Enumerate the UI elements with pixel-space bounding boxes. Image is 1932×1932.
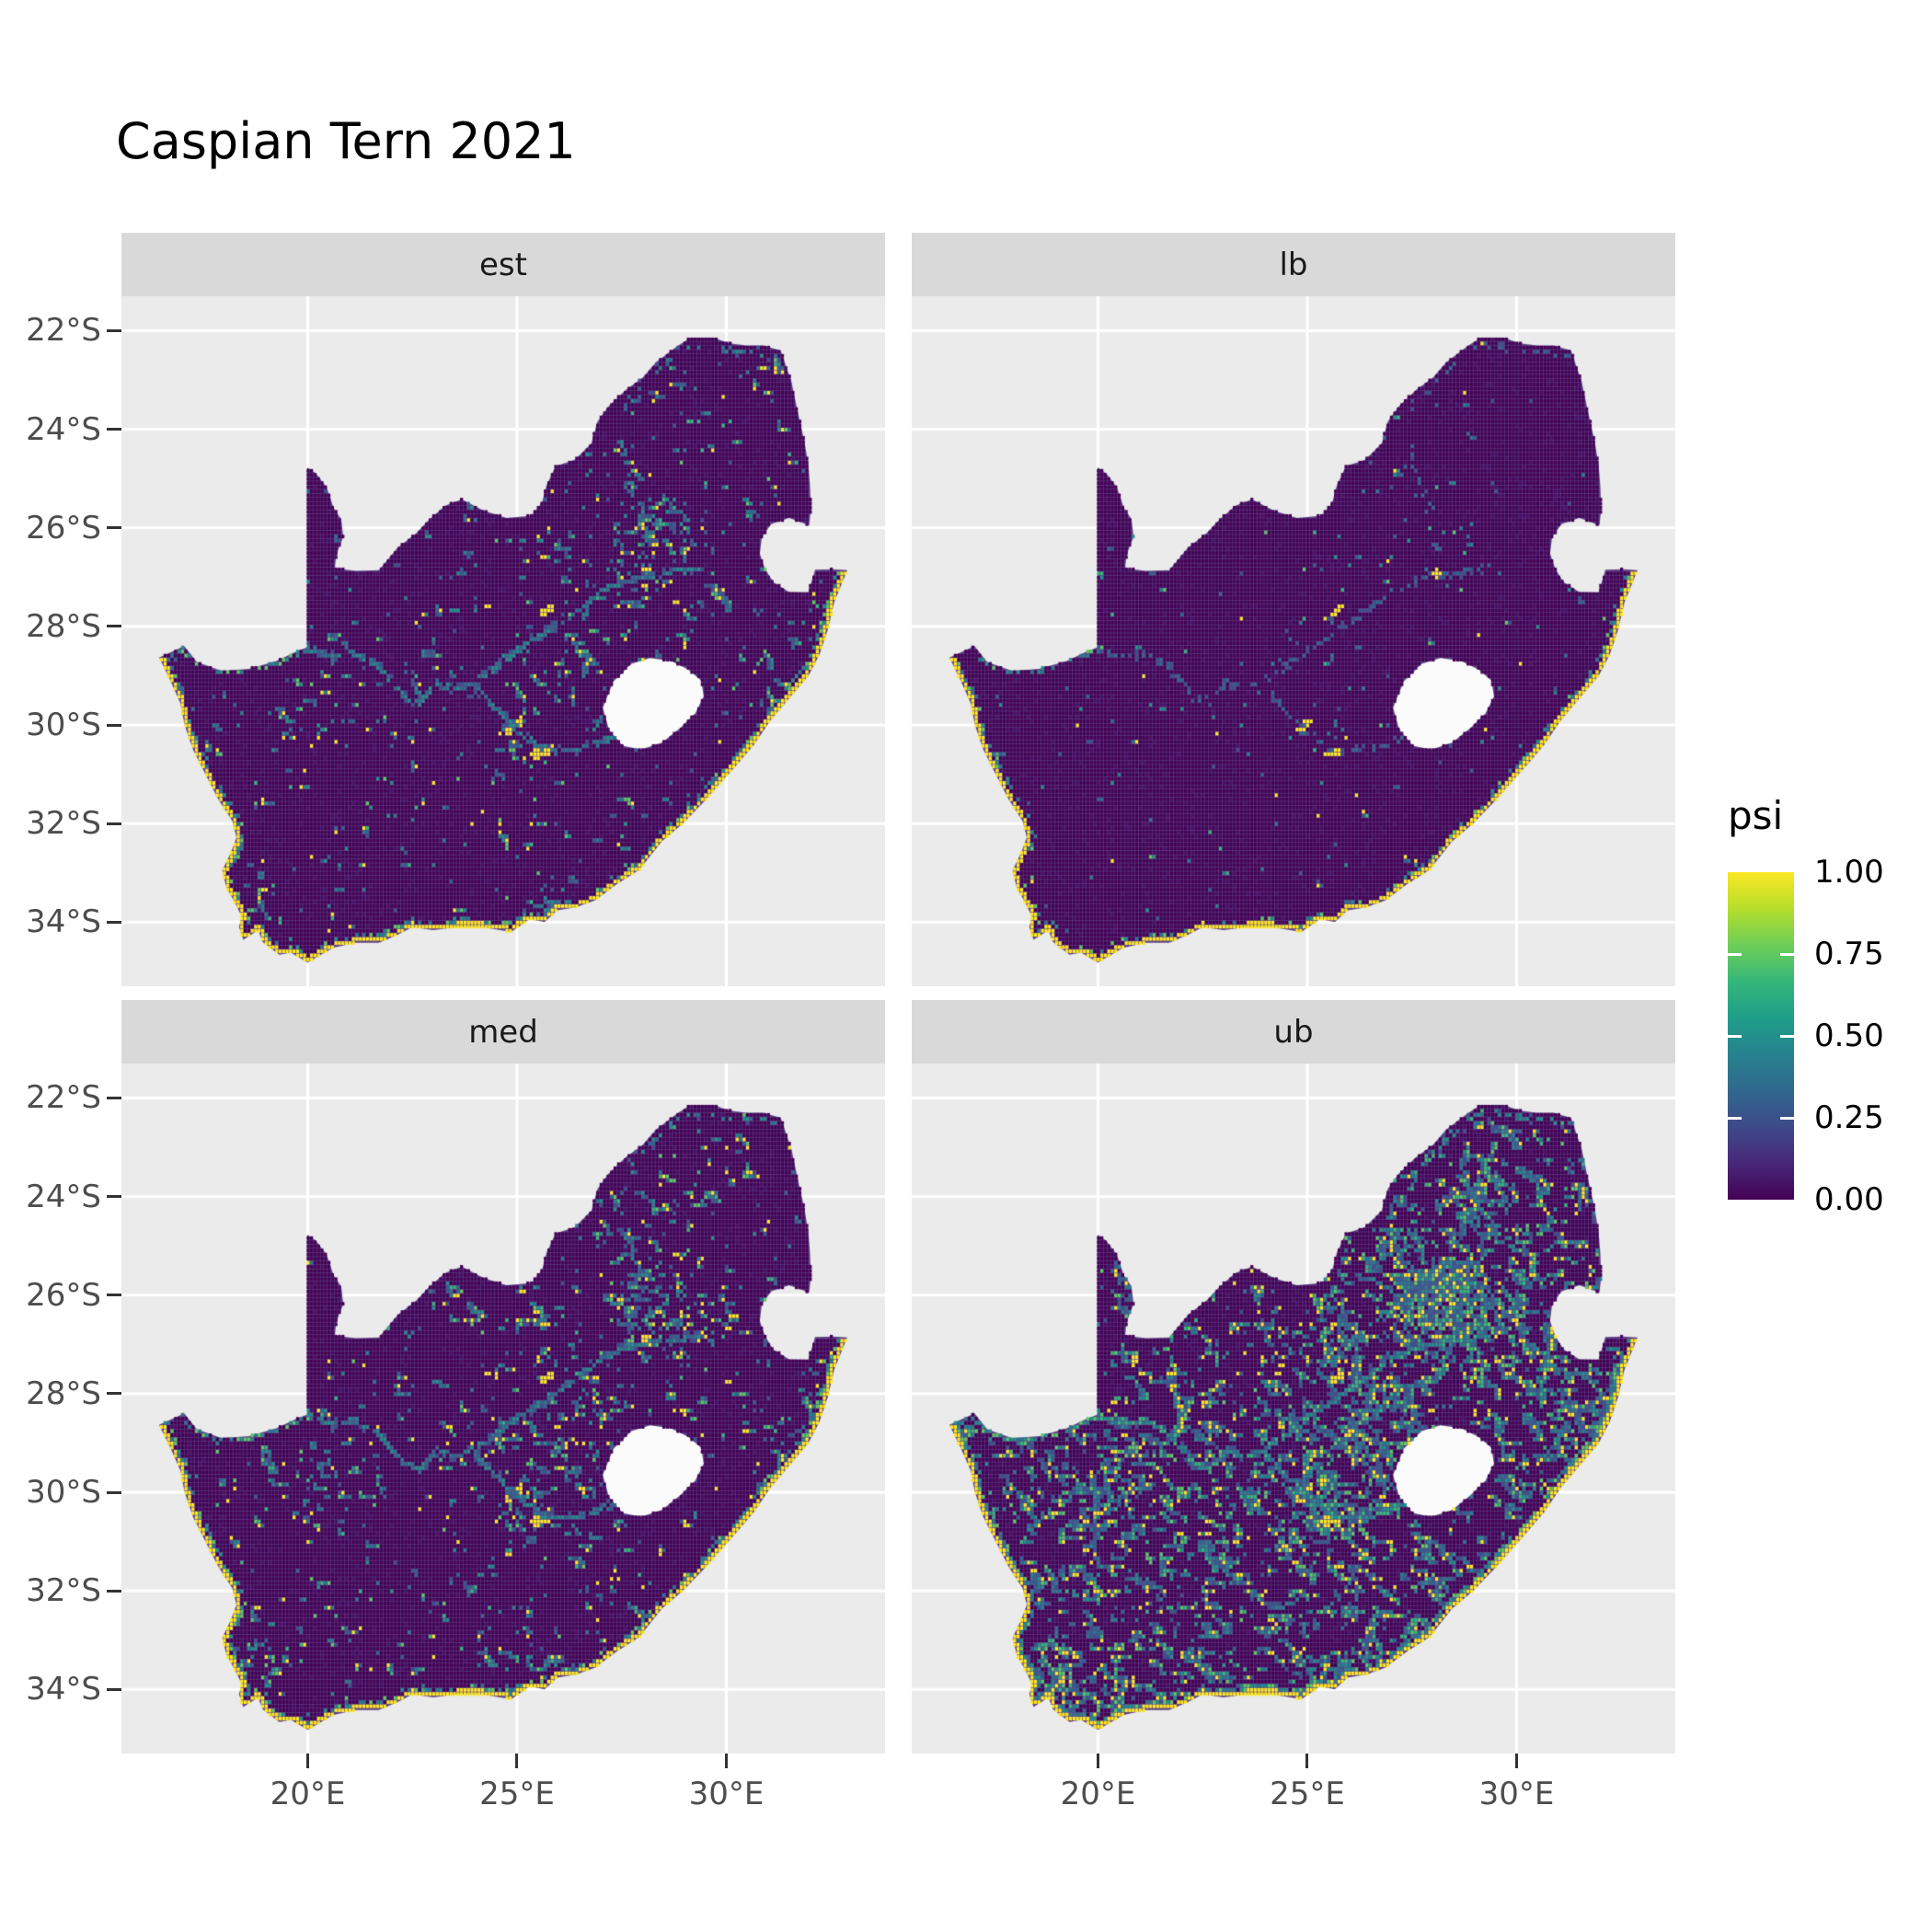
map-panel-med	[121, 1064, 885, 1754]
y-axis-tick-mark	[107, 1096, 121, 1099]
y-axis-tick-mark	[107, 625, 121, 628]
legend-title: psi	[1728, 793, 1784, 838]
y-axis-tick-mark	[107, 1589, 121, 1593]
facet-strip-label: lb	[1279, 246, 1308, 283]
x-axis-tick-mark	[1514, 1754, 1518, 1768]
y-axis-tick-label: 34°S	[26, 903, 101, 941]
map-panel-lb	[912, 296, 1675, 986]
y-axis-tick-label: 24°S	[26, 410, 101, 448]
y-axis-tick-label: 34°S	[26, 1671, 101, 1708]
y-axis-tick-mark	[107, 822, 121, 825]
y-axis-tick-label: 22°S	[26, 312, 101, 350]
y-axis-tick-label: 22°S	[26, 1079, 101, 1117]
facet-strip-ub: ub	[912, 1000, 1675, 1064]
x-axis-tick-mark	[1096, 1754, 1099, 1768]
y-axis-tick-mark	[107, 526, 121, 530]
legend-tick-label: 1.00	[1814, 854, 1884, 891]
y-axis-tick-label: 28°S	[26, 607, 101, 645]
x-axis-tick-label: 20°E	[270, 1776, 346, 1812]
legend-tick-dash	[1728, 1116, 1742, 1120]
y-axis-tick-label: 28°S	[26, 1374, 101, 1412]
y-axis-tick-mark	[107, 328, 121, 332]
y-axis-tick-label: 26°S	[26, 1276, 101, 1314]
legend-tick-label: 0.75	[1814, 936, 1884, 972]
y-axis-tick-mark	[107, 1687, 121, 1691]
legend-tick-label: 0.50	[1814, 1018, 1884, 1054]
legend-tick-dash	[1780, 952, 1794, 956]
y-axis-tick-label: 30°S	[26, 707, 101, 744]
x-axis-tick-label: 30°E	[688, 1776, 765, 1812]
y-axis-tick-mark	[107, 1392, 121, 1396]
map-panel-est	[121, 296, 885, 986]
y-axis-tick-label: 24°S	[26, 1178, 101, 1215]
y-axis-tick-label: 30°S	[26, 1474, 101, 1512]
legend-tick-dash	[1728, 952, 1742, 956]
y-axis-tick-mark	[107, 920, 121, 924]
facet-strip-est: est	[121, 233, 885, 296]
legend-tick-dash	[1780, 1116, 1794, 1120]
x-axis-tick-label: 30°E	[1478, 1776, 1555, 1812]
plot-title: Caspian Tern 2021	[116, 112, 576, 170]
legend-tick-label: 0.00	[1814, 1181, 1884, 1218]
map-panel-ub	[912, 1064, 1675, 1754]
facet-strip-label: med	[468, 1013, 538, 1051]
y-axis-tick-label: 26°S	[26, 509, 101, 546]
y-axis-tick-mark	[107, 428, 121, 431]
y-axis-tick-mark	[107, 1294, 121, 1297]
x-axis-tick-label: 25°E	[1270, 1776, 1345, 1812]
y-axis-tick-mark	[107, 1195, 121, 1199]
legend-tick-dash	[1728, 1034, 1742, 1038]
y-axis-tick-label: 32°S	[26, 805, 101, 843]
map-canvas-est	[121, 296, 885, 986]
x-axis-tick-mark	[305, 1754, 309, 1768]
legend-tick-label: 0.25	[1814, 1099, 1884, 1136]
x-axis-tick-mark	[1305, 1754, 1309, 1768]
y-axis-tick-mark	[107, 723, 121, 727]
y-axis-tick-label: 32°S	[26, 1572, 101, 1610]
facet-strip-lb: lb	[912, 233, 1675, 296]
x-axis-tick-label: 25°E	[479, 1776, 555, 1812]
y-axis-tick-mark	[107, 1490, 121, 1494]
map-canvas-med	[121, 1064, 885, 1754]
x-axis-tick-mark	[724, 1754, 728, 1768]
facet-strip-label: est	[479, 246, 527, 283]
x-axis-tick-label: 20°E	[1060, 1776, 1136, 1812]
legend-tick-dash	[1780, 1034, 1794, 1038]
facet-strip-label: ub	[1273, 1013, 1314, 1051]
map-canvas-ub	[912, 1064, 1675, 1754]
x-axis-tick-mark	[515, 1754, 519, 1768]
facet-strip-med: med	[121, 1000, 885, 1064]
map-canvas-lb	[912, 296, 1675, 986]
